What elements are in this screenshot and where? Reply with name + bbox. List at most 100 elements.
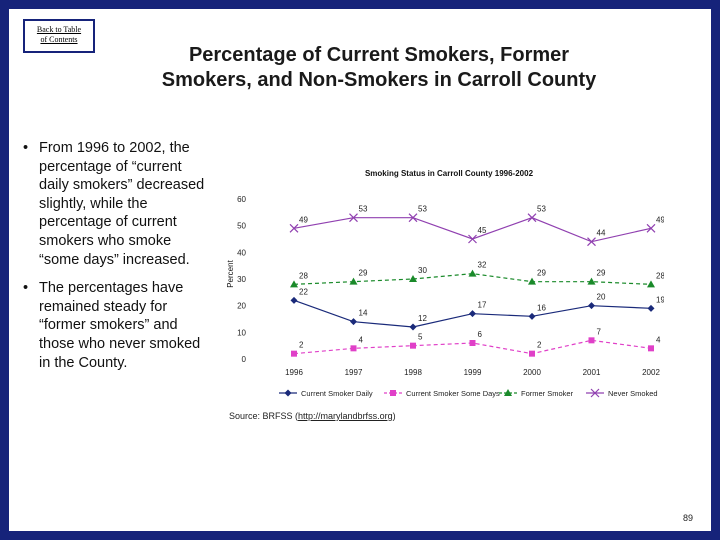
data-label: 29 — [359, 269, 368, 278]
legend-label: Current Smoker Daily — [301, 389, 373, 398]
data-label: 14 — [359, 309, 368, 318]
y-tick-label: 10 — [237, 328, 246, 337]
data-label: 28 — [299, 271, 308, 280]
bullet-item: • From 1996 to 2002, the percentage of “… — [19, 139, 214, 269]
chart-legend: Current Smoker Daily Current Smoker Some … — [279, 388, 658, 398]
y-tick-label: 50 — [237, 222, 246, 231]
legend-item: Former Smoker — [499, 389, 574, 398]
data-point-marker — [528, 312, 536, 320]
data-point-marker — [527, 213, 537, 223]
data-label: 28 — [656, 271, 664, 280]
bullet-item: • The percentages have remained steady f… — [19, 279, 214, 372]
legend-label: Former Smoker — [521, 389, 574, 398]
bullet-dot-icon: • — [23, 280, 29, 297]
data-point-marker — [390, 390, 396, 396]
data-label: 17 — [478, 301, 487, 310]
back-link-line1: Back to Table — [36, 25, 82, 34]
data-point-marker — [528, 277, 536, 285]
data-point-marker — [469, 310, 476, 318]
data-label: 5 — [418, 333, 423, 342]
data-point-marker — [648, 345, 654, 352]
data-point-marker — [349, 213, 358, 223]
data-label: 45 — [478, 226, 487, 235]
x-tick-label: 1999 — [464, 368, 482, 377]
data-label: 49 — [299, 215, 308, 224]
data-label: 22 — [299, 287, 308, 296]
data-label: 2 — [299, 341, 304, 350]
data-label: 4 — [359, 335, 364, 344]
source-prefix: Source: BRFSS ( — [229, 411, 299, 421]
bullet-list: • From 1996 to 2002, the percentage of “… — [19, 139, 214, 382]
data-label: 32 — [478, 261, 487, 270]
series-former-smoker: 28 29 30 32 29 29 28 — [290, 261, 664, 288]
page-number: 89 — [682, 513, 693, 523]
x-tick-label: 1996 — [285, 368, 303, 377]
data-label: 44 — [597, 229, 606, 238]
data-label: 16 — [537, 303, 546, 312]
source-link[interactable]: http://marylandbrfss.org — [298, 411, 393, 421]
series-never-smoked: 49 53 53 45 53 44 49 — [289, 205, 664, 247]
data-point-marker — [408, 213, 418, 223]
data-point-marker — [291, 350, 297, 357]
data-point-marker — [290, 280, 298, 288]
chart-title: Smoking Status in Carroll County 1996-20… — [365, 169, 534, 178]
data-point-marker — [349, 277, 358, 285]
data-point-marker — [409, 275, 417, 282]
bullet-text: The percentages have remained steady for… — [39, 280, 201, 371]
y-tick-label: 30 — [237, 275, 246, 284]
data-label: 20 — [597, 293, 606, 302]
source-suffix: ) — [392, 411, 396, 421]
legend-item: Never Smoked — [586, 388, 658, 398]
legend-label: Current Smoker Some Days — [406, 389, 500, 398]
data-label: 53 — [418, 205, 427, 214]
data-point-marker — [647, 304, 655, 312]
legend-label: Never Smoked — [608, 389, 658, 398]
back-to-contents-button[interactable]: Back to Table of Contents — [23, 19, 95, 53]
data-point-marker — [290, 296, 298, 304]
data-label: 2 — [537, 341, 542, 350]
data-point-marker — [469, 340, 476, 346]
data-point-marker — [410, 342, 416, 349]
data-point-marker — [646, 223, 656, 233]
data-point-marker — [587, 237, 596, 247]
data-label: 49 — [656, 215, 664, 224]
data-point-marker — [588, 337, 595, 344]
data-label: 19 — [656, 295, 664, 304]
source-note: Source: BRFSS (http://marylandbrfss.org) — [229, 411, 396, 421]
slide: Back to Table of Contents Percentage of … — [9, 9, 711, 531]
data-point-marker — [590, 388, 600, 398]
data-point-marker — [409, 323, 417, 331]
data-point-marker — [647, 280, 655, 288]
data-point-marker — [350, 345, 357, 352]
x-tick-label: 2001 — [583, 368, 601, 377]
y-tick-label: 20 — [237, 302, 246, 311]
chart-axes: 0 10 20 30 40 50 60 1996 1997 1998 1999 2000 2001 200… — [237, 195, 660, 377]
data-label: 4 — [656, 335, 661, 344]
data-point-marker — [587, 277, 596, 285]
data-label: 12 — [418, 314, 427, 323]
y-tick-label: 0 — [242, 355, 247, 364]
bullet-dot-icon: • — [23, 140, 29, 156]
series-current-smoker-some-days: 2 4 5 6 2 7 4 — [291, 327, 661, 357]
data-point-marker — [529, 350, 535, 357]
bullet-text: From 1996 to 2002, the percentage of “cu… — [39, 140, 205, 268]
title-line2: Smokers, and Non-Smokers in Carroll Coun… — [161, 69, 597, 91]
legend-item: Current Smoker Daily — [279, 389, 373, 398]
smoking-status-chart: Smoking Status in Carroll County 1996-20… — [226, 169, 664, 398]
data-point-marker — [284, 389, 292, 397]
data-label: 53 — [537, 205, 546, 214]
data-label: 6 — [478, 330, 483, 339]
back-link-line2: of Contents — [40, 35, 78, 44]
y-tick-label: 40 — [237, 248, 246, 257]
x-tick-label: 1997 — [345, 368, 363, 377]
data-point-marker — [504, 389, 512, 396]
x-tick-label: 2000 — [523, 368, 541, 377]
chart-y-axis-label: Percent — [226, 259, 235, 287]
data-label: 30 — [418, 266, 427, 275]
data-label: 29 — [537, 269, 546, 278]
x-tick-label: 1998 — [404, 368, 422, 377]
data-label: 53 — [359, 205, 368, 214]
data-label: 7 — [597, 327, 602, 336]
data-point-marker — [588, 302, 595, 310]
